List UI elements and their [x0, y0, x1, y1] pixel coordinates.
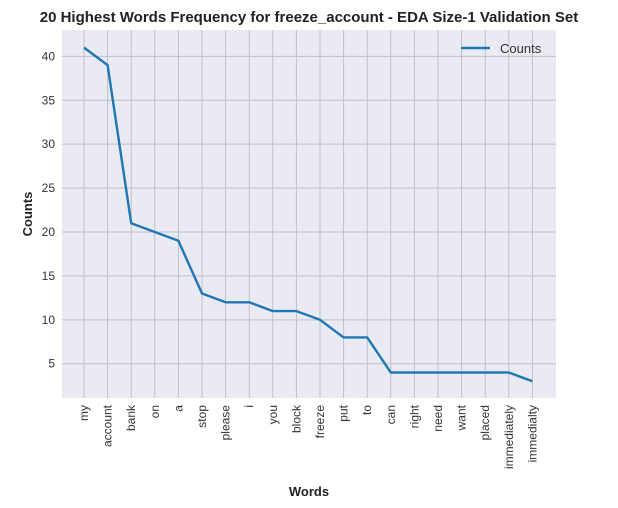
legend-label: Counts: [500, 41, 542, 56]
x-tick-label: need: [431, 405, 445, 432]
x-tick-label: you: [266, 405, 280, 424]
x-tick-label: put: [337, 404, 351, 421]
y-axis-ticks: 5 10 15 20 25 30 35 40: [42, 49, 56, 370]
y-tick-label: 10: [42, 313, 56, 327]
x-tick-label: please: [219, 405, 233, 441]
y-tick-label: 40: [42, 49, 56, 63]
legend: Counts: [461, 41, 542, 56]
y-tick-label: 30: [42, 137, 56, 151]
x-tick-label: i: [242, 405, 256, 408]
chart-title: 20 Highest Words Frequency for freeze_ac…: [40, 9, 578, 26]
x-tick-label: account: [101, 404, 115, 447]
x-tick-label: want: [455, 404, 469, 431]
x-tick-label: placed: [478, 405, 492, 440]
series-line: [83, 46, 533, 383]
x-tick-label: bank: [124, 404, 138, 431]
y-tick-label: 35: [42, 93, 56, 107]
y-tick-label: 15: [42, 269, 56, 283]
y-axis-label: Counts: [20, 192, 35, 237]
x-axis-label: Words: [289, 484, 329, 499]
grid: [62, 30, 556, 398]
x-tick-label: a: [171, 405, 185, 412]
x-tick-label: freeze: [313, 405, 327, 439]
x-tick-label: on: [148, 405, 162, 418]
x-tick-label: immedialty: [525, 405, 539, 462]
plot-area: [62, 30, 556, 398]
x-tick-label: right: [407, 404, 421, 428]
series-layer: [83, 46, 533, 383]
y-tick-label: 5: [48, 357, 55, 371]
x-tick-label: can: [384, 405, 398, 424]
y-tick-label: 25: [42, 181, 56, 195]
y-tick-label: 20: [42, 225, 56, 239]
x-tick-label: immediately: [502, 405, 516, 469]
x-tick-label: my: [77, 405, 91, 421]
x-tick-label: block: [289, 404, 303, 433]
x-tick-label: to: [360, 405, 374, 415]
x-tick-label: stop: [195, 405, 209, 428]
x-axis-ticks: my account bank on a stop please i you block freez…: [77, 404, 539, 469]
